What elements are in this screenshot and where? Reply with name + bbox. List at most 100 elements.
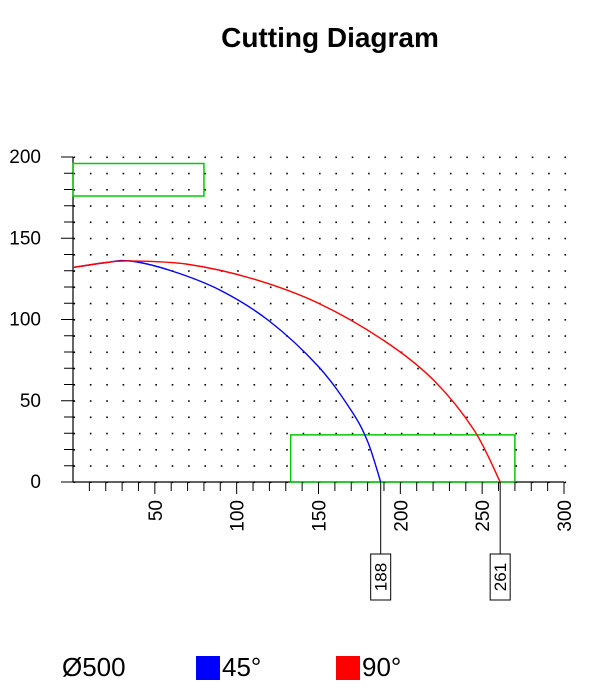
- grid-dot: [73, 172, 76, 175]
- grid-dot: [188, 384, 190, 386]
- grid-dot: [351, 189, 354, 191]
- grid-dot: [138, 270, 141, 272]
- grid-dot: [531, 335, 534, 337]
- grid-dot: [204, 351, 207, 354]
- grid-dot: [89, 465, 92, 467]
- grid-dot: [433, 449, 436, 451]
- grid-dot: [351, 237, 354, 240]
- grid-dot: [466, 432, 468, 435]
- grid-dot: [433, 319, 436, 321]
- grid-dot: [564, 302, 567, 305]
- grid-dot: [417, 205, 419, 207]
- grid-dot: [499, 270, 501, 272]
- grid-dot: [499, 319, 501, 321]
- grid-dot: [482, 302, 485, 305]
- grid-dot: [204, 286, 207, 289]
- grid-dot: [499, 351, 501, 354]
- grid-dot: [466, 205, 468, 207]
- grid-dot: [368, 335, 370, 337]
- grid-dot: [302, 432, 305, 435]
- grid-dot: [155, 449, 157, 451]
- grid-dot: [253, 172, 256, 175]
- grid-dot: [384, 351, 387, 354]
- grid-dot: [286, 367, 288, 370]
- grid-dot: [482, 416, 485, 419]
- grid-dot: [106, 189, 108, 191]
- grid-dot: [335, 302, 337, 305]
- grid-dot: [269, 335, 272, 337]
- grid-dot: [384, 189, 387, 191]
- grid-dot: [122, 335, 125, 337]
- grid-dot: [400, 465, 403, 467]
- grid-dot: [335, 254, 337, 256]
- grid-dot: [400, 449, 403, 451]
- grid-dot: [269, 432, 272, 435]
- grid-dot: [253, 351, 256, 354]
- grid-dot: [237, 237, 239, 240]
- grid-dot: [188, 172, 190, 175]
- grid-dot: [89, 254, 92, 256]
- grid-dot: [335, 384, 337, 386]
- grid-dot: [269, 270, 272, 272]
- grid-dot: [220, 254, 223, 256]
- grid-dot: [417, 335, 419, 337]
- grid-dot: [89, 270, 92, 272]
- grid-dot: [269, 384, 272, 386]
- grid-dot: [286, 172, 288, 175]
- grid-dot: [531, 156, 534, 159]
- grid-dot: [351, 384, 354, 386]
- grid-dot: [319, 237, 321, 240]
- grid-dot: [73, 237, 76, 240]
- grid-dot: [188, 400, 190, 402]
- grid-dot: [253, 189, 256, 191]
- grid-dot: [237, 302, 239, 305]
- grid-dot: [335, 416, 337, 419]
- grid-dot: [286, 465, 288, 467]
- grid-dot: [319, 400, 321, 402]
- grid-dot: [237, 416, 239, 419]
- grid-dot: [433, 205, 436, 207]
- grid-dot: [482, 432, 485, 435]
- grid-dot: [106, 205, 108, 207]
- grid-dot: [188, 189, 190, 191]
- grid-dot: [171, 189, 174, 191]
- grid-dot: [564, 465, 567, 467]
- grid-dot: [466, 172, 468, 175]
- grid-dot: [499, 237, 501, 240]
- grid-dot: [155, 254, 157, 256]
- grid-dot: [155, 237, 157, 240]
- grid-dot: [482, 319, 485, 321]
- grid-dot: [89, 205, 92, 207]
- grid-dot: [286, 449, 288, 451]
- grid-dot: [269, 221, 272, 224]
- grid-dot: [449, 384, 452, 386]
- legend-item-45: 45°: [196, 652, 261, 683]
- grid-dot: [531, 351, 534, 354]
- grid-dot: [384, 465, 387, 467]
- grid-dot: [368, 270, 370, 272]
- grid-dot: [351, 205, 354, 207]
- grid-dot: [384, 237, 387, 240]
- grid-dot: [122, 319, 125, 321]
- grid-dot: [482, 237, 485, 240]
- grid-dot: [449, 400, 452, 402]
- grid-dot: [106, 432, 108, 435]
- grid-dot: [237, 449, 239, 451]
- grid-dot: [106, 319, 108, 321]
- grid-dot: [417, 172, 419, 175]
- grid-dot: [138, 319, 141, 321]
- grid-dot: [564, 205, 567, 207]
- grid-dot: [302, 156, 305, 159]
- marker-label: 188: [372, 563, 391, 591]
- grid-dot: [482, 286, 485, 289]
- grid-dot: [237, 221, 239, 224]
- grid-dot: [138, 254, 141, 256]
- grid-dot: [171, 237, 174, 240]
- grid-dot: [319, 156, 321, 159]
- grid-dot: [368, 449, 370, 451]
- grid-dot: [319, 351, 321, 354]
- y-tick-label: 150: [9, 228, 41, 249]
- grid-dot: [204, 432, 207, 435]
- grid-dot: [302, 367, 305, 370]
- grid-dot: [351, 172, 354, 175]
